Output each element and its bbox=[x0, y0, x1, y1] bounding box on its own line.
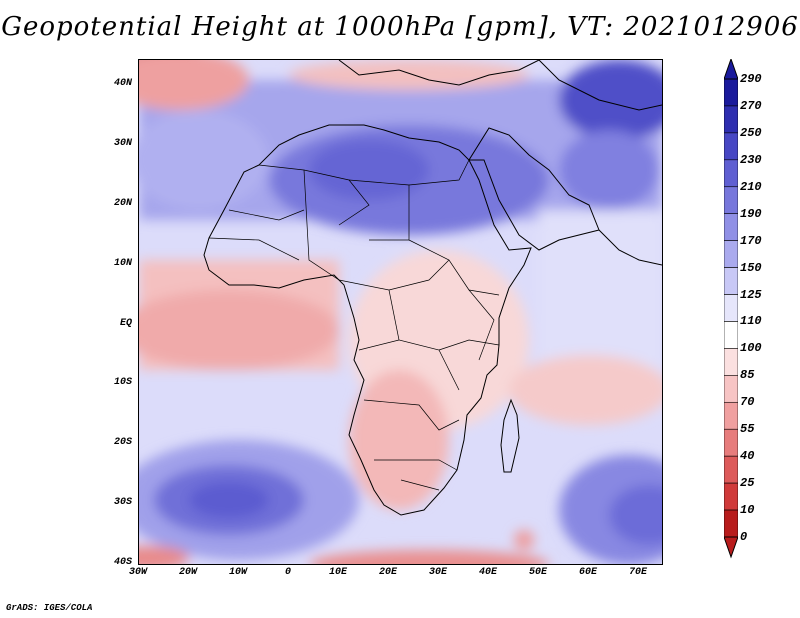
colorbar-level-label: 190 bbox=[740, 206, 762, 221]
colorbar-level-label: 230 bbox=[740, 152, 762, 167]
colorbar-level-label: 0 bbox=[740, 530, 748, 544]
colorbar-segment bbox=[724, 375, 738, 403]
field-shading bbox=[139, 60, 662, 564]
colorbar-level-label: 85 bbox=[740, 368, 755, 383]
colorbar-level-label: 25 bbox=[740, 476, 755, 491]
colorbar-segment bbox=[724, 132, 738, 161]
geopotential-field bbox=[139, 60, 662, 564]
lat-label: EQ bbox=[119, 318, 132, 329]
lat-label: 40N bbox=[113, 78, 132, 89]
country-borders bbox=[208, 159, 500, 491]
lon-label: 20W bbox=[178, 567, 197, 578]
colorbar-segment bbox=[724, 428, 738, 457]
colorbar-level-label: 125 bbox=[740, 287, 762, 302]
lat-label: 10N bbox=[113, 258, 132, 269]
colorbar-level-label: 210 bbox=[740, 179, 762, 194]
colorbar-segment bbox=[724, 186, 738, 215]
colorbar-segment bbox=[724, 321, 738, 349]
lon-label: 10W bbox=[228, 567, 247, 578]
lon-label: 50E bbox=[528, 567, 547, 578]
colorbar-segment bbox=[724, 509, 738, 538]
colorbar-level-label: 150 bbox=[740, 260, 762, 275]
colorbar-segment bbox=[724, 105, 738, 134]
colorbar-top-arrow bbox=[724, 59, 738, 80]
grads-credit: GrADS: IGES/COLA bbox=[6, 603, 93, 613]
colorbar-level-label: 270 bbox=[740, 98, 762, 113]
lat-label: 20N bbox=[113, 198, 132, 209]
colorbar bbox=[724, 59, 738, 559]
map-panel bbox=[138, 59, 663, 565]
colorbar-segment bbox=[724, 213, 738, 241]
lat-label: 40S bbox=[113, 557, 132, 568]
colorbar-segment bbox=[724, 482, 738, 511]
colorbar-level-label: 70 bbox=[740, 395, 755, 410]
map-title: Geopotential Height at 1000hPa [gpm], VT… bbox=[1, 12, 799, 42]
colorbar-level-label: 170 bbox=[740, 233, 762, 248]
colorbar-level-label: 110 bbox=[740, 314, 762, 329]
colorbar-level-label: 55 bbox=[740, 422, 755, 437]
colorbar-segment bbox=[724, 159, 738, 188]
colorbar-bottom-arrow bbox=[724, 536, 738, 559]
colorbar-segment bbox=[724, 348, 738, 376]
lon-label: 70E bbox=[628, 567, 647, 578]
colorbar-segment bbox=[724, 267, 738, 295]
colorbar-segment bbox=[724, 294, 738, 322]
lon-label: 20E bbox=[378, 567, 397, 578]
colorbar-level-label: 100 bbox=[740, 341, 762, 356]
coastlines bbox=[203, 60, 662, 516]
lat-label: 20S bbox=[113, 437, 132, 448]
colorbar-level-label: 10 bbox=[740, 503, 755, 518]
lon-label: 30W bbox=[128, 567, 147, 578]
colorbar-level-label: 40 bbox=[740, 449, 755, 464]
lat-label: 10S bbox=[113, 377, 132, 388]
lat-label: 30S bbox=[113, 497, 132, 508]
colorbar-segment bbox=[724, 78, 738, 107]
lon-label: 40E bbox=[478, 567, 497, 578]
colorbar-segments bbox=[724, 78, 738, 538]
lon-label: 10E bbox=[328, 567, 347, 578]
colorbar-segment bbox=[724, 240, 738, 268]
colorbar-level-label: 250 bbox=[740, 125, 762, 140]
lon-label: 60E bbox=[578, 567, 597, 578]
lat-label: 30N bbox=[113, 138, 132, 149]
colorbar-segment bbox=[724, 401, 738, 430]
colorbar-level-label: 290 bbox=[740, 72, 762, 86]
lon-label: 0 bbox=[284, 567, 291, 578]
colorbar-segment bbox=[724, 455, 738, 484]
lon-label: 30E bbox=[428, 567, 447, 578]
